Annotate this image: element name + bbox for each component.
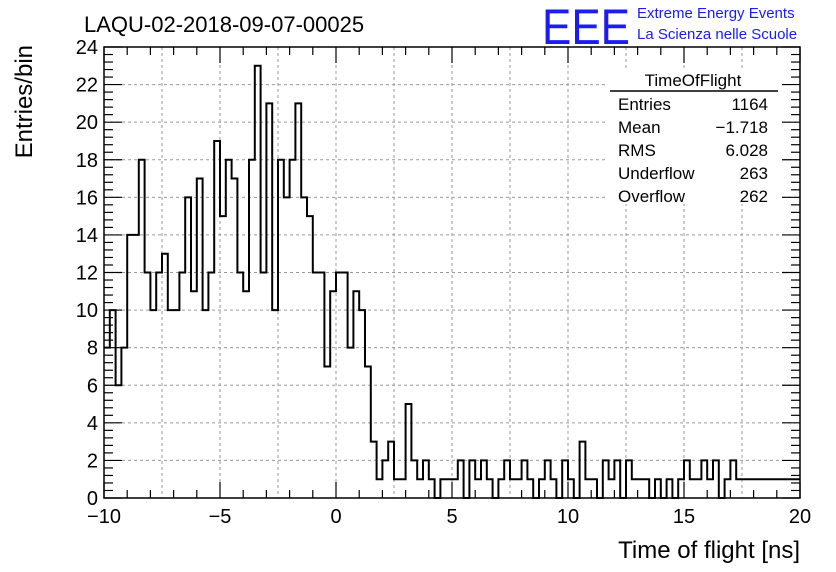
x-tick-labels: −10 −5 0 5 10 15 20 (87, 506, 811, 528)
x-tick-label: 10 (557, 506, 579, 528)
stats-label-overflow: Overflow (618, 187, 686, 206)
eee-logo: EEE Extreme Energy Events La Scienza nel… (542, 0, 797, 55)
stats-title: TimeOfFlight (645, 71, 742, 90)
y-tick-label: 8 (87, 338, 98, 360)
axis-ticks (103, 46, 801, 499)
eee-logo-line2: La Scienza nelle Scuole (637, 26, 797, 43)
eee-logo-mark: EEE (542, 0, 630, 55)
y-tick-label: 12 (76, 263, 98, 285)
stats-value-entries: 1164 (731, 95, 768, 114)
y-tick-label: 20 (76, 112, 98, 134)
stats-value-overflow: 262 (740, 187, 768, 206)
y-tick-label: 4 (87, 413, 98, 435)
x-axis-title: Time of flight [ns] (618, 537, 800, 564)
y-axis-title: Entries/bin (11, 45, 38, 158)
x-tick-label: −5 (209, 506, 232, 528)
y-tick-label: 2 (87, 450, 98, 472)
y-tick-label: 22 (76, 75, 98, 97)
y-tick-label: 16 (76, 187, 98, 209)
stats-value-mean: −1.718 (716, 118, 768, 137)
y-tick-label: 10 (76, 300, 98, 322)
x-tick-label: 15 (673, 506, 695, 528)
stats-label-rms: RMS (618, 141, 656, 160)
stats-label-underflow: Underflow (618, 164, 695, 183)
x-tick-label: 5 (446, 506, 457, 528)
eee-logo-line1: Extreme Energy Events (637, 5, 795, 22)
stats-value-rms: 6.028 (725, 141, 768, 160)
stats-label-mean: Mean (618, 118, 661, 137)
stats-label-entries: Entries (618, 95, 671, 114)
x-tick-label: 20 (789, 506, 811, 528)
y-tick-label: 0 (87, 488, 98, 510)
x-tick-label: −10 (87, 506, 121, 528)
chart-title: LAQU-02-2018-09-07-00025 (84, 12, 364, 37)
y-tick-label: 14 (76, 225, 98, 247)
y-tick-label: 18 (76, 150, 98, 172)
x-tick-label: 0 (330, 506, 341, 528)
y-tick-label: 24 (76, 37, 98, 59)
y-tick-label: 6 (87, 375, 98, 397)
stats-value-underflow: 263 (740, 164, 768, 183)
stats-box: TimeOfFlight Entries 1164 Mean −1.718 RM… (608, 68, 780, 206)
